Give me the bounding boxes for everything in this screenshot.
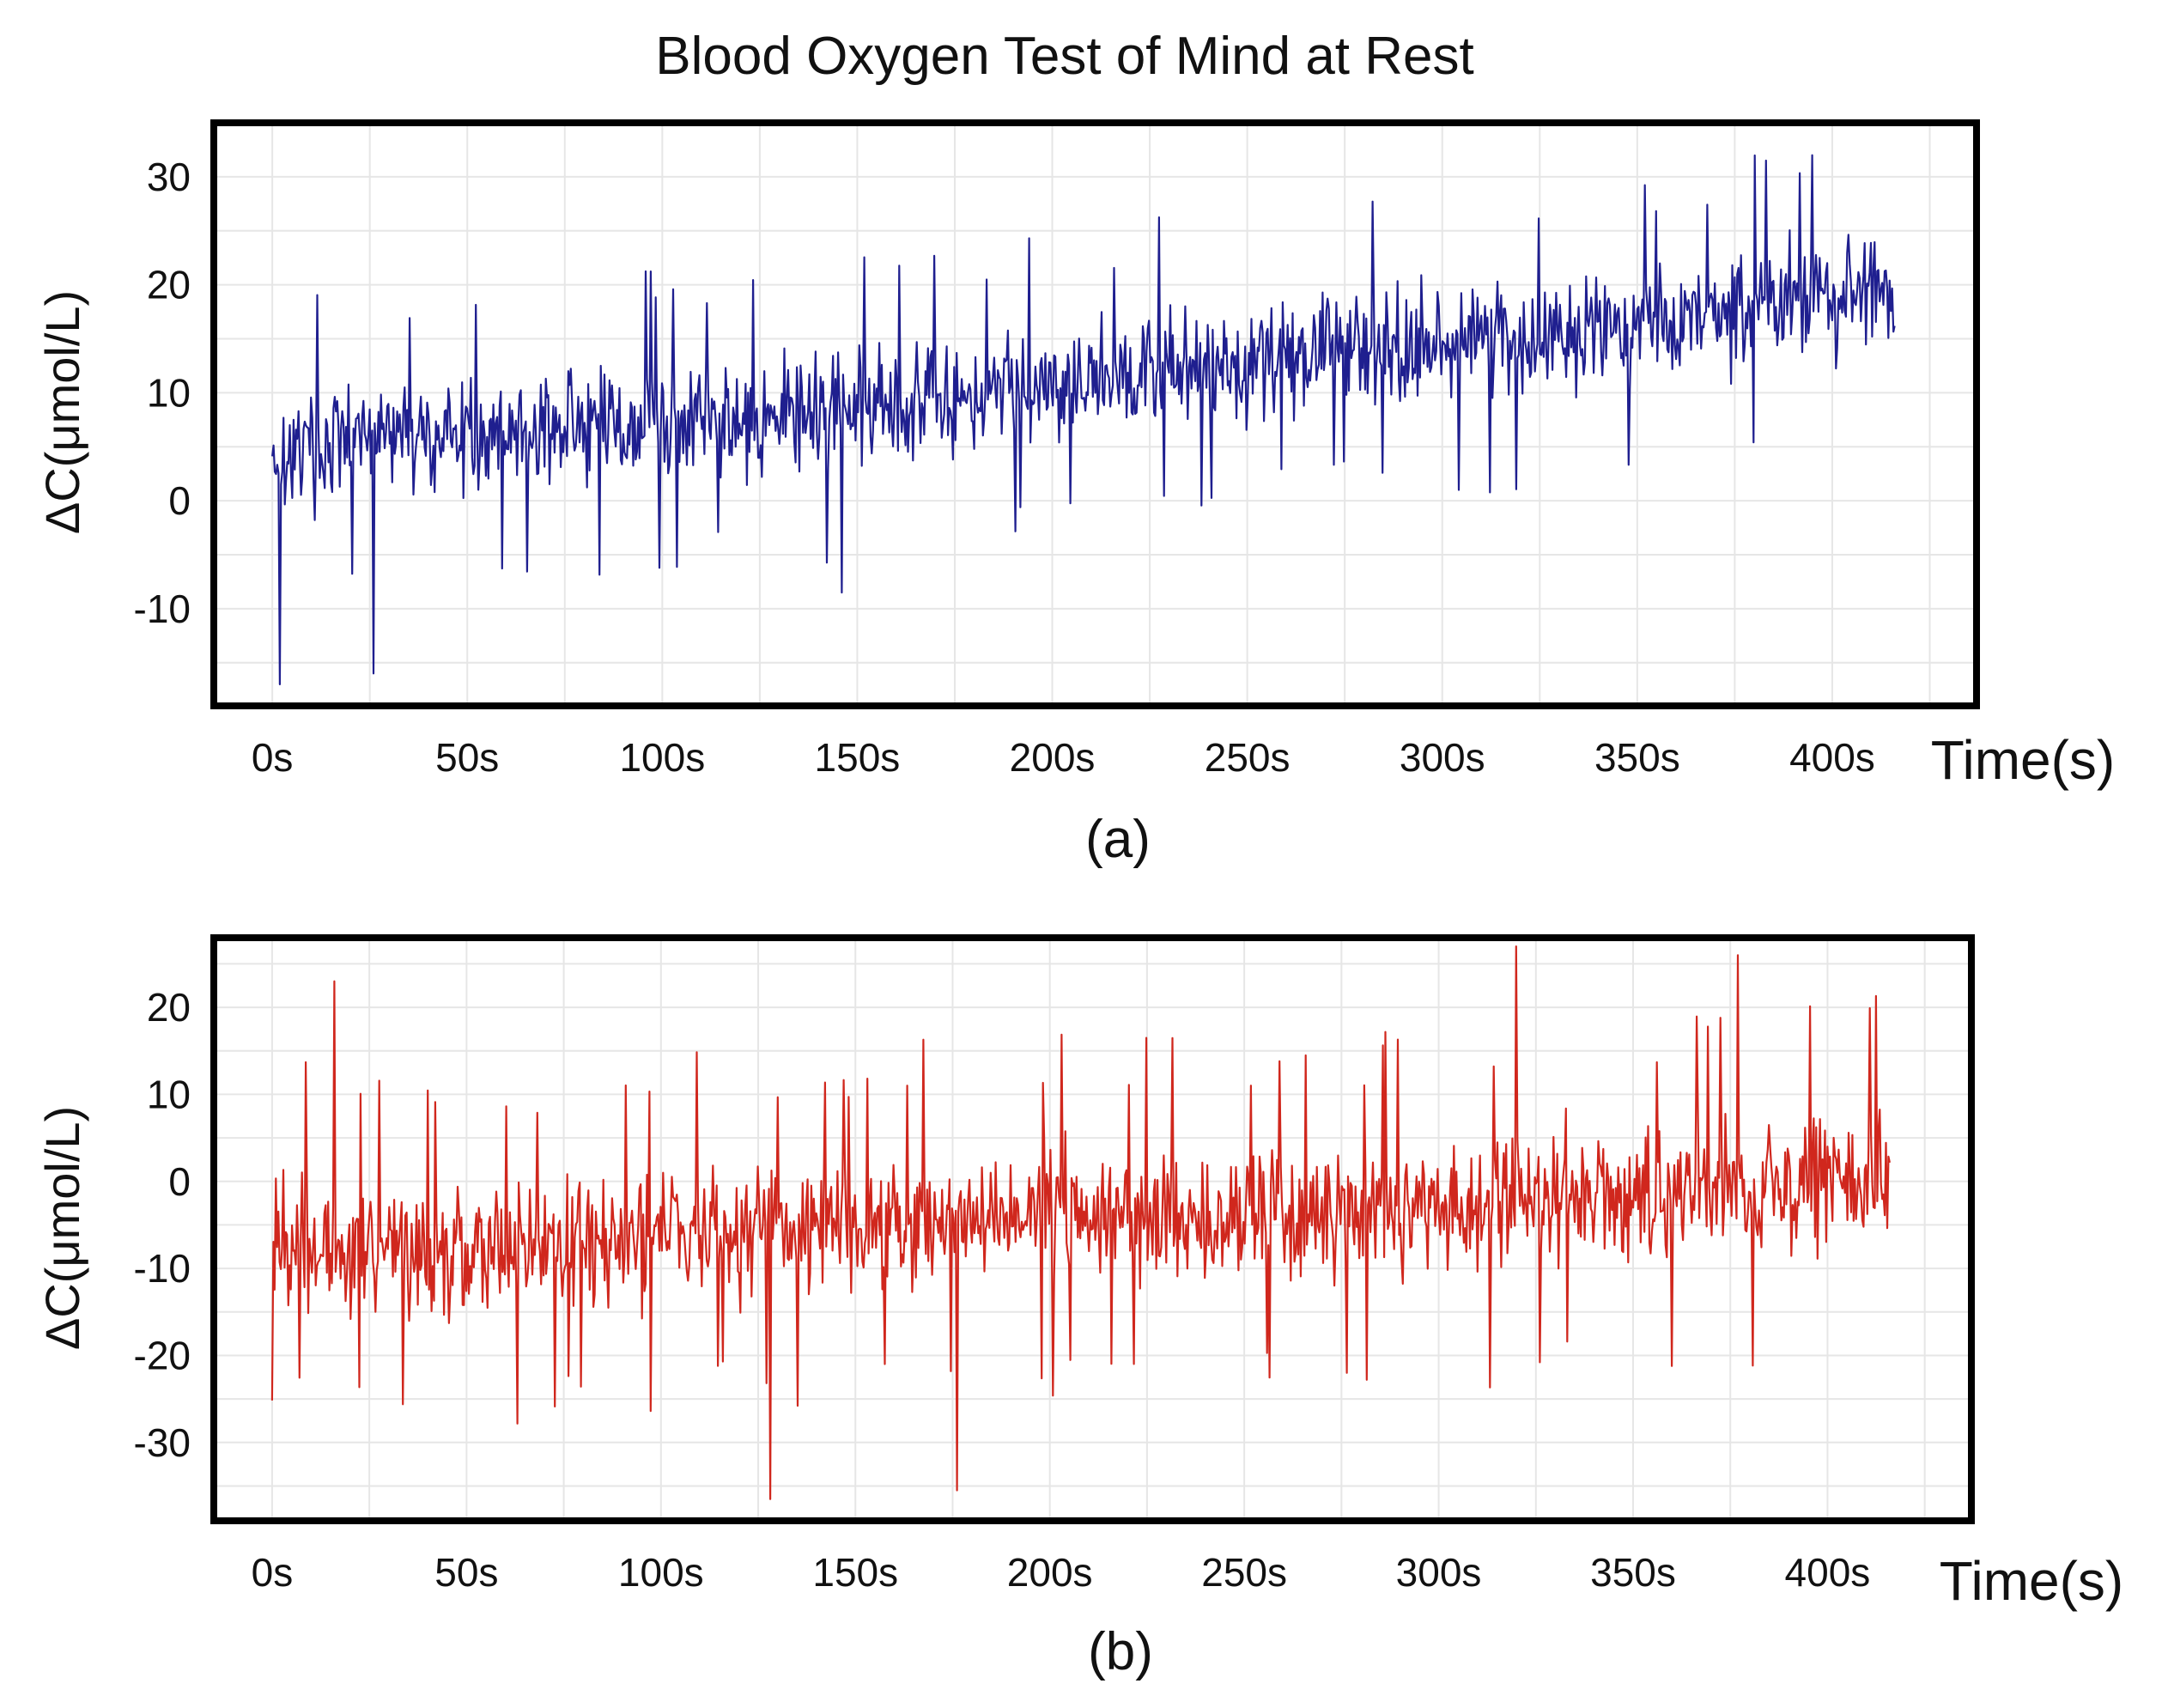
x-tick-label: 350s bbox=[1594, 735, 1680, 780]
x-tick-label: 50s bbox=[435, 735, 499, 780]
chart-b-x-tick-labels: 0s 50s 100s 150s 200s 250s 300s 350s 400s bbox=[252, 1550, 1871, 1595]
x-tick-label: 200s bbox=[1010, 735, 1096, 780]
y-tick-label: 30 bbox=[147, 155, 191, 199]
chart-a-gridlines bbox=[214, 122, 1977, 706]
x-tick-label: 50s bbox=[434, 1550, 498, 1595]
x-tick-label: 350s bbox=[1590, 1550, 1676, 1595]
x-tick-label: 0s bbox=[252, 1550, 294, 1595]
y-tick-label: 20 bbox=[147, 985, 191, 1030]
x-tick-label: 150s bbox=[815, 735, 901, 780]
chart-a-frame bbox=[210, 119, 1980, 709]
x-tick-label: 150s bbox=[812, 1550, 898, 1595]
chart-b: 20 10 0 -10 -20 -30 0s 50s 100s 150s 200s 250s 300s… bbox=[35, 934, 2123, 1681]
chart-a-y-axis-label: ΔC(μmol/L) bbox=[35, 290, 89, 534]
chart-a-series-line bbox=[271, 154, 1896, 685]
chart-b-y-axis-label: ΔC(μmol/L) bbox=[35, 1106, 89, 1350]
x-tick-label: 100s bbox=[618, 1550, 704, 1595]
chart-a-x-axis-label: Time(s) bbox=[1931, 729, 2115, 791]
chart-b-y-tick-labels: 20 10 0 -10 -20 -30 bbox=[134, 985, 191, 1465]
y-tick-label: -10 bbox=[134, 587, 191, 631]
y-tick-label: -20 bbox=[134, 1333, 191, 1377]
x-tick-label: 400s bbox=[1789, 735, 1875, 780]
chart-b-panel-label: (b) bbox=[1088, 1622, 1153, 1681]
chart-a-x-tick-labels: 0s 50s 100s 150s 200s 250s 300s 350s 400s bbox=[252, 735, 1875, 780]
y-tick-label: 0 bbox=[168, 478, 191, 523]
x-tick-label: 250s bbox=[1205, 735, 1291, 780]
x-tick-label: 300s bbox=[1400, 735, 1485, 780]
x-tick-label: 300s bbox=[1396, 1550, 1482, 1595]
chart-a: 30 20 10 0 -10 0s 50s 100s 150s 200s 250s 300s 350s… bbox=[35, 119, 2115, 869]
x-tick-label: 250s bbox=[1201, 1550, 1287, 1595]
x-tick-label: 100s bbox=[619, 735, 705, 780]
y-tick-label: -30 bbox=[134, 1420, 191, 1465]
chart-a-y-tick-labels: 30 20 10 0 -10 bbox=[134, 155, 191, 631]
y-tick-label: 10 bbox=[147, 370, 191, 415]
chart-a-panel-label: (a) bbox=[1085, 810, 1151, 869]
chart-b-x-axis-label: Time(s) bbox=[1940, 1550, 2123, 1612]
y-tick-label: 10 bbox=[147, 1072, 191, 1116]
y-tick-label: -10 bbox=[134, 1246, 191, 1291]
x-tick-label: 200s bbox=[1007, 1550, 1093, 1595]
chart-b-frame bbox=[210, 934, 1975, 1524]
x-tick-label: 400s bbox=[1785, 1550, 1871, 1595]
chart-b-series-line bbox=[270, 945, 1891, 1500]
y-tick-label: 20 bbox=[147, 263, 191, 307]
y-tick-label: 0 bbox=[168, 1159, 191, 1204]
figure-title: Blood Oxygen Test of Mind at Rest bbox=[655, 27, 1473, 86]
x-tick-label: 0s bbox=[252, 735, 294, 780]
